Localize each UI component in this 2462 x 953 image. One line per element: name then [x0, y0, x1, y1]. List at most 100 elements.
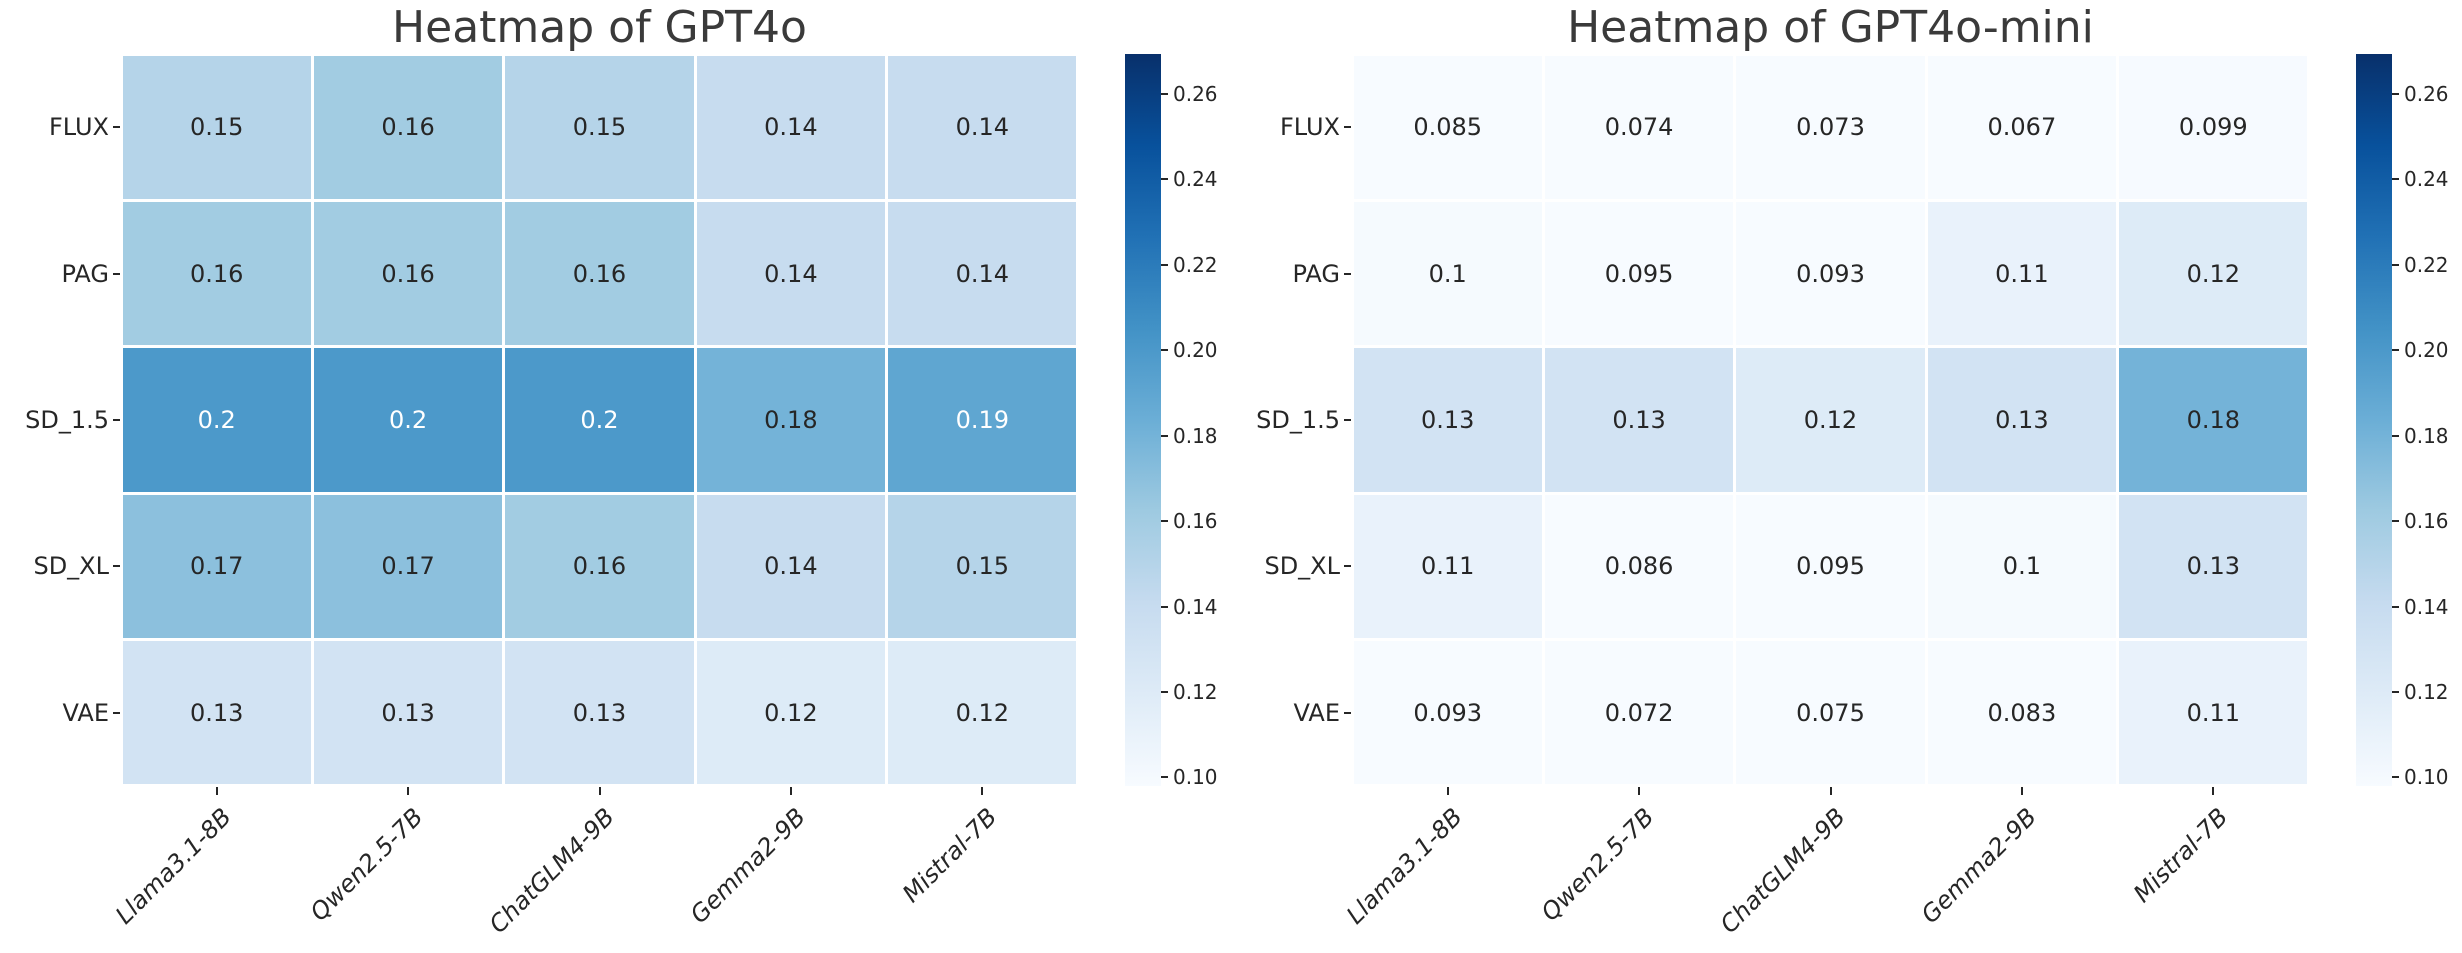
col-label: ChatGLM4-9B	[1714, 802, 1852, 939]
heatmap-cell: 0.12	[696, 641, 886, 785]
heatmap-cell: 0.099	[2119, 55, 2308, 199]
heatmap-cell: 0.11	[1353, 494, 1542, 639]
heatmap-cell: 0.16	[313, 201, 503, 346]
chart-title: Heatmap of GPT4o-mini	[1567, 2, 2094, 53]
heatmap-cell: 0.14	[888, 201, 1077, 346]
row-label: SD_1.5	[1256, 405, 1340, 434]
heatmap-cell: 0.13	[1927, 348, 2117, 492]
x-tick-mark	[1446, 787, 1449, 795]
colorbar-tick-label: 0.10	[1173, 765, 1218, 790]
heatmap-cell: 0.18	[696, 348, 886, 492]
colorbar-tick-label: 0.14	[1173, 594, 1218, 619]
colorbar	[2356, 54, 2392, 786]
col-label: Gemma2-9B	[1916, 802, 2043, 929]
heatmap-cell: 0.14	[696, 494, 886, 639]
row-label: VAE	[62, 698, 109, 727]
colorbar-tick-mark	[1161, 520, 1168, 523]
x-tick-mark	[1638, 787, 1641, 795]
colorbar-tick-mark	[2392, 690, 2399, 693]
heatmap-cell: 0.14	[696, 55, 886, 199]
row-label: VAE	[1293, 698, 1340, 727]
row-label: SD_XL	[33, 552, 109, 581]
heatmap-cell: 0.16	[313, 55, 503, 199]
y-tick-mark	[113, 565, 120, 568]
colorbar-tick-mark	[2392, 349, 2399, 352]
heatmap-cell: 0.16	[505, 494, 694, 639]
row-label: PAG	[1292, 259, 1340, 288]
colorbar-tick-mark	[1161, 434, 1168, 437]
heatmap-cell: 0.15	[122, 55, 311, 199]
col-label: Llama3.1-8B	[1341, 802, 1469, 930]
col-label: ChatGLM4-9B	[483, 802, 621, 939]
y-tick-mark	[1344, 126, 1351, 129]
heatmap-cell: 0.16	[122, 201, 311, 346]
colorbar-tick-label: 0.14	[2404, 594, 2449, 619]
heatmap-cell: 0.13	[1353, 348, 1542, 492]
heatmap-cell: 0.16	[505, 201, 694, 346]
colorbar-tick-label: 0.22	[2404, 252, 2449, 277]
x-tick-mark	[215, 787, 218, 795]
colorbar-tick-label: 0.16	[1173, 509, 1218, 534]
y-tick-mark	[113, 126, 120, 129]
colorbar-tick-mark	[1161, 690, 1168, 693]
colorbar-tick-label: 0.20	[1173, 338, 1218, 363]
col-label: Gemma2-9B	[685, 802, 812, 929]
colorbar-tick-mark	[2392, 776, 2399, 779]
colorbar-tick-mark	[1161, 776, 1168, 779]
x-tick-mark	[789, 787, 792, 795]
y-tick-mark	[1344, 711, 1351, 714]
x-tick-mark	[407, 787, 410, 795]
heatmap-cell: 0.1	[1927, 494, 2117, 639]
colorbar-tick-label: 0.24	[2404, 167, 2449, 192]
colorbar-tick-label: 0.16	[2404, 509, 2449, 534]
heatmap-cell: 0.14	[696, 201, 886, 346]
heatmap-cell: 0.067	[1927, 55, 2117, 199]
colorbar-tick-label: 0.22	[1173, 252, 1218, 277]
col-label: Qwen2.5-7B	[304, 802, 429, 927]
heatmap-cell: 0.14	[888, 55, 1077, 199]
colorbar-tick-mark	[2392, 178, 2399, 181]
heatmap-cell: 0.075	[1736, 641, 1925, 785]
row-label: SD_XL	[1264, 552, 1340, 581]
colorbar	[1125, 54, 1161, 786]
heatmap-cell: 0.085	[1353, 55, 1542, 199]
heatmap-cell: 0.18	[2119, 348, 2308, 492]
heatmap-cell: 0.15	[505, 55, 694, 199]
colorbar-tick-mark	[2392, 520, 2399, 523]
colorbar-tick-label: 0.26	[2404, 81, 2449, 106]
colorbar-tick-mark	[1161, 178, 1168, 181]
heatmap-cell: 0.17	[313, 494, 503, 639]
colorbar-tick-mark	[2392, 263, 2399, 266]
heatmap-panel-gpt4o-mini: Heatmap of GPT4o-mini 0.085 0.074 0.073 0.0…	[1231, 0, 2462, 953]
heatmap-cell: 0.19	[888, 348, 1077, 492]
y-tick-mark	[113, 711, 120, 714]
heatmap-cell: 0.17	[122, 494, 311, 639]
heatmap-cell: 0.13	[2119, 494, 2308, 639]
heatmap-cell: 0.086	[1544, 494, 1734, 639]
x-tick-mark	[2212, 787, 2215, 795]
colorbar-tick-mark	[2392, 92, 2399, 95]
heatmap-cell: 0.13	[505, 641, 694, 785]
colorbar-tick-mark	[1161, 92, 1168, 95]
row-label: FLUX	[1280, 113, 1340, 142]
colorbar-tick-mark	[1161, 349, 1168, 352]
colorbar-tick-mark	[2392, 434, 2399, 437]
col-label: Qwen2.5-7B	[1535, 802, 1660, 927]
y-tick-mark	[1344, 272, 1351, 275]
heatmap-cell: 0.15	[888, 494, 1077, 639]
heatmap-cell: 0.12	[2119, 201, 2308, 346]
colorbar-tick-mark	[2392, 605, 2399, 608]
heatmap-cell: 0.073	[1736, 55, 1925, 199]
heatmap-cell: 0.2	[313, 348, 503, 492]
x-tick-mark	[598, 787, 601, 795]
x-tick-mark	[981, 787, 984, 795]
colorbar-tick-label: 0.18	[1173, 423, 1218, 448]
row-label: PAG	[61, 259, 109, 288]
heatmap-cell: 0.095	[1544, 201, 1734, 346]
x-tick-mark	[1829, 787, 1832, 795]
heatmap-cell: 0.2	[122, 348, 311, 492]
heatmap-cell: 0.12	[1736, 348, 1925, 492]
colorbar-tick-label: 0.26	[1173, 81, 1218, 106]
heatmap-cell: 0.12	[888, 641, 1077, 785]
row-label: FLUX	[49, 113, 109, 142]
